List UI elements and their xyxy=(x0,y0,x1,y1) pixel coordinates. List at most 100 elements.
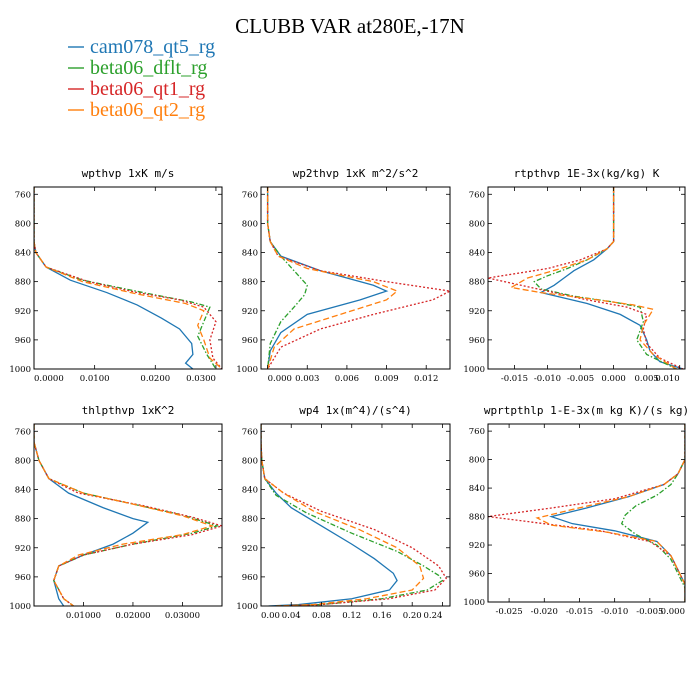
axis-frame xyxy=(487,186,686,370)
x-tick-label: 0.24 xyxy=(424,611,443,621)
x-tick-label: 0.0300 xyxy=(186,374,216,384)
x-tick-label: 0.08 xyxy=(312,611,331,621)
series-group xyxy=(34,187,222,369)
x-tick-label: 0.012 xyxy=(414,374,438,384)
y-tick-label: 880 xyxy=(469,278,485,288)
y-tick-label: 760 xyxy=(15,427,31,437)
y-tick-label: 880 xyxy=(15,278,31,288)
y-tick-label: 840 xyxy=(242,249,258,259)
y-tick-label: 960 xyxy=(469,570,485,580)
x-tick-label: -0.010 xyxy=(601,607,628,617)
y-tick-label: 920 xyxy=(469,307,485,317)
y-tick-label: 880 xyxy=(469,513,485,523)
series-line-cam078_qt5_rg xyxy=(34,424,150,606)
series-line-beta06_qt1_rg xyxy=(34,187,222,369)
y-tick-label: 800 xyxy=(469,456,485,466)
axis-frame xyxy=(260,423,451,607)
x-tick-label: 0.0100 xyxy=(80,374,110,384)
axis-frame xyxy=(33,423,223,607)
y-tick-label: 960 xyxy=(242,573,258,583)
x-tick-label: 0.03000 xyxy=(165,611,200,621)
panel-4: thlpthvp 1xK^2 760 800 840 880 920 960 1000 0.01… xyxy=(9,404,223,621)
legend-label-beta06_dflt_rg: beta06_dflt_rg xyxy=(90,57,207,79)
x-tick-label: -0.005 xyxy=(636,607,663,617)
x-tick-label: 0.006 xyxy=(335,374,359,384)
series-line-beta06_qt1_rg xyxy=(266,187,450,369)
y-tick-label: 760 xyxy=(15,190,31,200)
series-line-beta06_dflt_rg xyxy=(34,187,217,369)
y-tick-label: 880 xyxy=(15,515,31,525)
y-tick-label: 1000 xyxy=(463,365,485,375)
series-line-beta06_qt1_rg xyxy=(34,424,222,606)
series-line-beta06_dflt_rg xyxy=(266,187,308,369)
y-tick-label: 760 xyxy=(242,427,258,437)
x-tick-label: 0.00 xyxy=(261,611,280,621)
panel-title: rtpthvp 1E-3x(kg/kg) K xyxy=(514,167,660,180)
y-tick-label: 960 xyxy=(15,573,31,583)
series-line-beta06_dflt_rg xyxy=(34,424,220,606)
y-tick-label: 1000 xyxy=(9,365,31,375)
legend: cam078_qt5_rgbeta06_dflt_rgbeta06_qt1_rg… xyxy=(68,36,215,121)
x-tick-label: 0.003 xyxy=(295,374,319,384)
figure-title: CLUBB VAR at280E,-17N xyxy=(235,14,465,38)
y-tick-label: 760 xyxy=(242,190,258,200)
x-tick-label: 0.000 xyxy=(268,374,292,384)
panel-5: wp4 1x(m^4)/(s^4)76080084088092096010000… xyxy=(236,404,451,621)
x-tick-label: -0.015 xyxy=(566,607,593,617)
series-group xyxy=(488,187,684,369)
x-tick-label: 0.02000 xyxy=(115,611,150,621)
y-tick-label: 1000 xyxy=(236,365,258,375)
y-tick-label: 800 xyxy=(469,219,485,229)
y-tick-label: 920 xyxy=(469,541,485,551)
y-tick-label: 920 xyxy=(15,544,31,554)
legend-label-beta06_qt2_rg: beta06_qt2_rg xyxy=(90,99,205,121)
series-line-cam078_qt5_rg xyxy=(539,187,684,369)
x-tick-label: 0.12 xyxy=(342,611,361,621)
series-line-beta06_qt2_rg xyxy=(535,424,685,602)
x-tick-label: -0.020 xyxy=(531,607,558,617)
panel-2: wp2thvp 1xK m^2/s^2 760 800 840 880 920 960 100… xyxy=(236,167,451,384)
x-tick-label: 0.0000 xyxy=(34,374,64,384)
x-tick-label: 0.0200 xyxy=(140,374,170,384)
panel-title: wprtpthlp 1-E-3x(m kg K)/(s kg) xyxy=(484,404,689,417)
series-line-beta06_qt2_rg xyxy=(34,187,222,369)
x-tick-label: -0.010 xyxy=(534,374,561,384)
series-line-cam078_qt5_rg xyxy=(548,424,685,602)
x-tick-label: 0.01000 xyxy=(66,611,101,621)
legend-label-cam078_qt5_rg: cam078_qt5_rg xyxy=(90,36,215,58)
x-tick-label: 0.000 xyxy=(601,374,625,384)
series-line-beta06_dflt_rg xyxy=(261,424,444,606)
y-tick-label: 880 xyxy=(242,515,258,525)
y-tick-label: 840 xyxy=(15,486,31,496)
axis-frame xyxy=(260,186,451,370)
x-tick-label: 0.010 xyxy=(655,374,679,384)
series-line-cam078_qt5_rg xyxy=(266,187,389,369)
legend-label-beta06_qt1_rg: beta06_qt1_rg xyxy=(90,78,205,100)
series-group xyxy=(261,424,448,606)
series-group xyxy=(34,424,222,606)
x-tick-label: -0.015 xyxy=(501,374,528,384)
y-tick-label: 920 xyxy=(242,307,258,317)
y-tick-label: 960 xyxy=(469,336,485,346)
series-line-beta06_qt1_rg xyxy=(261,424,448,606)
panel-title: thlpthvp 1xK^2 xyxy=(82,404,175,417)
y-tick-label: 920 xyxy=(15,307,31,317)
x-tick-label: 0.20 xyxy=(403,611,422,621)
y-tick-label: 800 xyxy=(242,219,258,229)
x-tick-label: 0.000 xyxy=(661,607,685,617)
series-line-beta06_qt2_rg xyxy=(261,424,425,606)
y-tick-label: 800 xyxy=(15,456,31,466)
series-line-beta06_dflt_rg xyxy=(620,424,685,602)
x-tick-label: 0.005 xyxy=(634,374,658,384)
series-line-beta06_qt2_rg xyxy=(509,187,677,369)
x-tick-label: 0.16 xyxy=(372,611,391,621)
x-tick-label: -0.025 xyxy=(495,607,522,617)
y-tick-label: 960 xyxy=(242,336,258,346)
y-tick-label: 840 xyxy=(15,249,31,259)
series-group xyxy=(266,187,450,369)
series-line-beta06_qt2_rg xyxy=(266,187,399,369)
y-tick-label: 760 xyxy=(469,190,485,200)
y-tick-label: 960 xyxy=(15,336,31,346)
axis-frame xyxy=(33,186,223,370)
